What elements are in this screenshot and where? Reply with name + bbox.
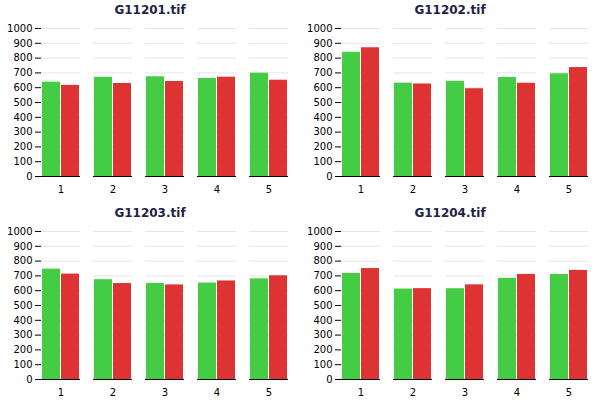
svg-text:300: 300 <box>13 126 32 137</box>
svg-text:300: 300 <box>313 126 332 137</box>
svg-text:100: 100 <box>13 359 32 370</box>
svg-text:5: 5 <box>266 387 272 398</box>
svg-text:4: 4 <box>514 387 520 398</box>
svg-text:100: 100 <box>313 359 332 370</box>
svg-text:500: 500 <box>313 300 332 311</box>
svg-text:0: 0 <box>26 374 32 385</box>
svg-text:3: 3 <box>462 387 468 398</box>
svg-text:200: 200 <box>13 344 32 355</box>
svg-text:3: 3 <box>162 184 168 195</box>
svg-text:400: 400 <box>13 112 32 123</box>
svg-text:3: 3 <box>162 387 168 398</box>
svg-text:500: 500 <box>13 300 32 311</box>
svg-text:900: 900 <box>13 38 32 49</box>
svg-text:200: 200 <box>313 344 332 355</box>
svg-text:700: 700 <box>13 270 32 281</box>
html-text:G11203.tif: G11203.tif <box>114 206 186 220</box>
svg-text:1000: 1000 <box>307 226 332 237</box>
svg-text:600: 600 <box>13 82 32 93</box>
svg-text:800: 800 <box>313 255 332 266</box>
svg-text:1: 1 <box>358 184 364 195</box>
html-text:G11202.tif: G11202.tif <box>414 3 486 17</box>
svg-text:600: 600 <box>13 285 32 296</box>
svg-text:800: 800 <box>313 52 332 63</box>
svg-text:800: 800 <box>13 52 32 63</box>
svg-text:100: 100 <box>13 156 32 167</box>
svg-text:4: 4 <box>514 184 520 195</box>
svg-text:2: 2 <box>110 184 116 195</box>
svg-text:100: 100 <box>313 156 332 167</box>
svg-text:1000: 1000 <box>307 23 332 34</box>
svg-text:900: 900 <box>313 38 332 49</box>
svg-text:1000: 1000 <box>7 226 32 237</box>
svg-text:0: 0 <box>26 171 32 182</box>
svg-text:4: 4 <box>214 387 220 398</box>
svg-text:1: 1 <box>58 387 64 398</box>
svg-text:800: 800 <box>13 255 32 266</box>
svg-text:900: 900 <box>13 241 32 252</box>
svg-text:400: 400 <box>313 112 332 123</box>
svg-text:300: 300 <box>13 329 32 340</box>
svg-text:500: 500 <box>313 97 332 108</box>
svg-text:900: 900 <box>313 241 332 252</box>
svg-text:5: 5 <box>566 387 572 398</box>
svg-text:400: 400 <box>313 315 332 326</box>
svg-text:5: 5 <box>566 184 572 195</box>
svg-text:2: 2 <box>410 387 416 398</box>
svg-text:3: 3 <box>462 184 468 195</box>
svg-text:600: 600 <box>313 285 332 296</box>
svg-text:1: 1 <box>58 184 64 195</box>
svg-text:700: 700 <box>13 67 32 78</box>
html-text:G11201.tif: G11201.tif <box>114 3 186 17</box>
svg-text:4: 4 <box>214 184 220 195</box>
html-text:G11204.tif: G11204.tif <box>414 206 486 220</box>
svg-text:300: 300 <box>313 329 332 340</box>
svg-text:2: 2 <box>110 387 116 398</box>
svg-text:500: 500 <box>13 97 32 108</box>
svg-text:700: 700 <box>313 270 332 281</box>
svg-text:0: 0 <box>326 171 332 182</box>
svg-text:200: 200 <box>313 141 332 152</box>
svg-text:2: 2 <box>410 184 416 195</box>
svg-text:1000: 1000 <box>7 23 32 34</box>
svg-text:0: 0 <box>326 374 332 385</box>
svg-text:700: 700 <box>313 67 332 78</box>
svg-text:400: 400 <box>13 315 32 326</box>
svg-text:200: 200 <box>13 141 32 152</box>
svg-text:1: 1 <box>358 387 364 398</box>
svg-text:600: 600 <box>313 82 332 93</box>
svg-text:5: 5 <box>266 184 272 195</box>
